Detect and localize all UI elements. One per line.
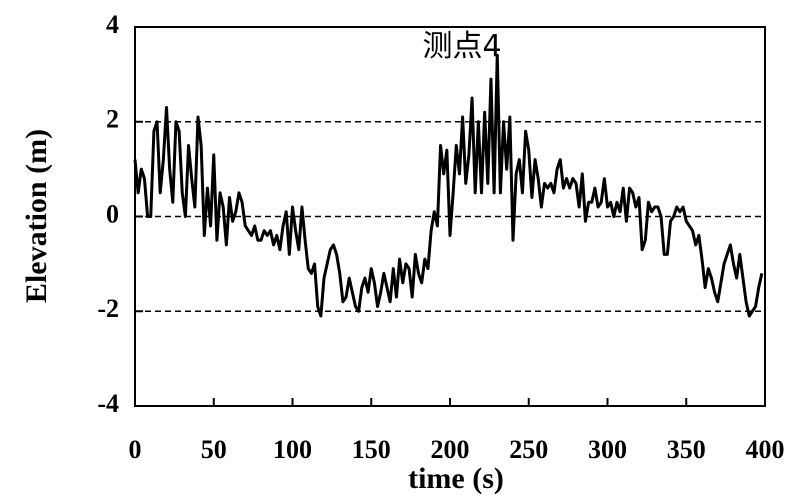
x-tick-label: 350 — [667, 435, 706, 464]
y-tick-label: -4 — [97, 389, 119, 418]
chart-title: 测点4 — [422, 29, 501, 64]
x-tick-label: 100 — [273, 435, 312, 464]
x-tick-label: 250 — [509, 435, 548, 464]
y-tick-label: -2 — [97, 294, 119, 323]
y-tick-label: 4 — [106, 10, 119, 39]
y-axis-label: Elevation (m) — [20, 129, 53, 303]
x-tick-label: 400 — [746, 435, 785, 464]
x-tick-label: 200 — [431, 435, 470, 464]
x-tick-label: 150 — [352, 435, 391, 464]
x-tick-label: 300 — [588, 435, 627, 464]
plot-frame — [134, 26, 766, 407]
y-tick-label: 0 — [106, 199, 119, 228]
series-line — [133, 53, 764, 318]
y-tick-label: 2 — [106, 105, 119, 134]
x-tick-label: 0 — [129, 435, 142, 464]
x-axis-label: time (s) — [408, 462, 504, 495]
x-tick-label: 50 — [201, 435, 227, 464]
